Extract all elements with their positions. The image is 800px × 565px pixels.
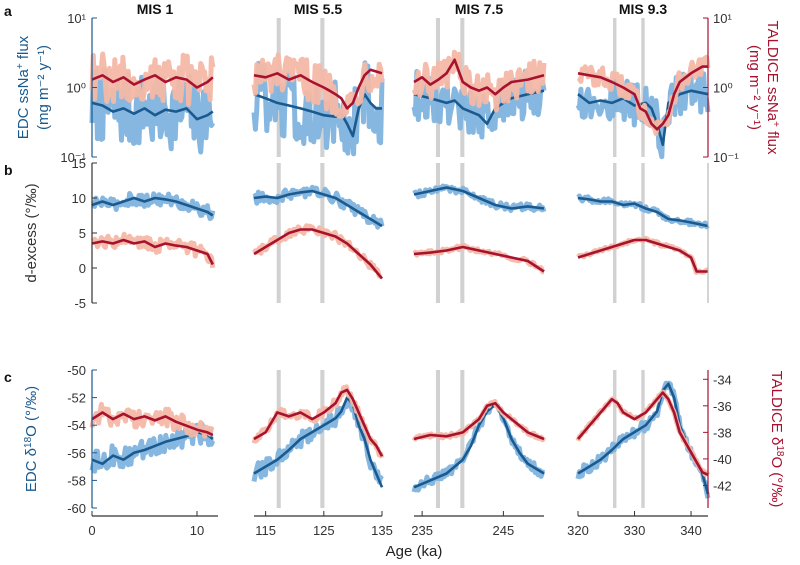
right-axis-title: TALDICE ssNa+ flux [764,21,782,155]
right-tick-label: -40 [713,452,732,467]
edc-raw-series [412,183,547,213]
right-tick-label: -36 [713,399,732,414]
x-tick-label: 0 [88,523,95,538]
right-axis-unit: (mg m⁻² y⁻¹) [746,45,763,130]
x-tick-label: 330 [624,523,646,538]
highlight-band [641,18,645,157]
left-tick-label: 0 [79,261,86,276]
x-tick-label: 245 [493,523,515,538]
left-axis-unit: (mg m⁻² y⁻¹) [35,45,52,130]
left-tick-label: -5 [74,296,86,311]
x-tick-label: 10 [190,523,204,538]
right-tick-label: 10⁰ [713,81,733,96]
column-title: MIS 9.3 [619,1,667,17]
edc-smoothed-series [253,189,383,228]
highlight-band [435,370,440,508]
left-tick-label: 10⁻¹ [60,150,86,165]
highlight-band [641,163,645,303]
x-tick-label: 320 [567,523,589,538]
left-tick-label: 10⁰ [66,81,86,96]
highlight-band [435,163,440,303]
edc-smoothed-series [253,396,384,488]
x-tick-label: 135 [371,523,393,538]
left-tick-label: -52 [67,391,86,406]
left-axis-title: EDC ssNa+ flux [15,35,33,139]
taldice-smoothed-series [577,238,708,273]
taldice-smoothed-series [577,65,708,131]
left-tick-label: 15 [72,156,86,171]
right-tick-label: 10¹ [713,11,732,26]
left-tick-label: -50 [67,363,86,378]
x-axis-title: Age (ka) [386,543,443,560]
taldice-smoothed-series [91,74,214,89]
left-tick-label: -56 [67,446,86,461]
taldice-smoothed-series [91,238,214,266]
x-tick-label: 340 [680,523,702,538]
left-tick-label: -60 [67,501,86,516]
left-tick-label: -54 [67,418,86,433]
panel-letter: b [4,162,13,178]
taldice-raw-series [251,52,385,119]
left-tick-label: -58 [67,473,86,488]
left-axis-title: EDC δ18O (°/‰) [23,386,41,492]
panel-b-d-excess: -5 0 5 10 15 d-excess (°/‰) b [4,156,710,311]
left-tick-label: 5 [79,226,86,241]
left-tick-label: 10 [72,191,86,206]
column-title: MIS 7.5 [455,1,503,17]
edc-raw-series [89,421,216,474]
taldice-smoothed-series [253,68,383,110]
right-tick-label: -42 [713,478,732,493]
highlight-band [613,163,617,303]
highlight-band [276,370,281,508]
taldice-raw-series [252,223,384,279]
taldice-smoothed-series [413,401,545,441]
panel-letter: a [4,3,12,19]
column-title: MIS 1 [137,1,174,17]
column-title: MIS 5.5 [294,1,342,17]
highlight-band [460,370,465,508]
highlight-band [613,370,617,508]
taldice-smoothed-series [577,391,709,476]
edc-smoothed-series [91,101,214,121]
highlight-band [641,370,645,508]
x-tick-label: 235 [411,523,433,538]
taldice-smoothed-series [413,58,545,96]
highlight-band [320,370,325,508]
taldice-smoothed-series [413,245,545,273]
x-tick-label: 115 [255,523,276,538]
left-tick-label: 10¹ [67,11,86,26]
x-axis: 0 10 115 125 135 235 245 320 330 340 [88,511,708,538]
taldice-smoothed-series [253,388,384,457]
panel-c-d18o: -60 -58 -56 -54 -52 -50 EDC δ18O (°/‰) -42 -40 -3… [4,363,786,516]
panel-letter: c [4,369,12,385]
taldice-smoothed-series [91,411,214,437]
edc-smoothed-series [413,186,545,210]
taldice-smoothed-series [253,228,384,280]
right-tick-label: 10⁻¹ [713,150,739,165]
taldice-raw-series [576,54,711,137]
edc-smoothed-series [91,196,214,217]
right-tick-label: -34 [713,372,732,387]
taldice-raw-series [411,49,547,113]
left-axis-title: d-excess (°/‰) [23,183,40,282]
right-tick-label: -38 [713,425,732,440]
edc-raw-series [90,191,216,222]
column-titles: MIS 1 MIS 5.5 MIS 7.5 MIS 9.3 [137,1,668,17]
highlight-band [276,163,281,303]
highlight-band [460,163,465,303]
edc-smoothed-series [577,196,709,228]
right-axis-title: TALDICE δ18O (°/‰) [768,371,786,508]
x-tick-label: 125 [313,523,335,538]
